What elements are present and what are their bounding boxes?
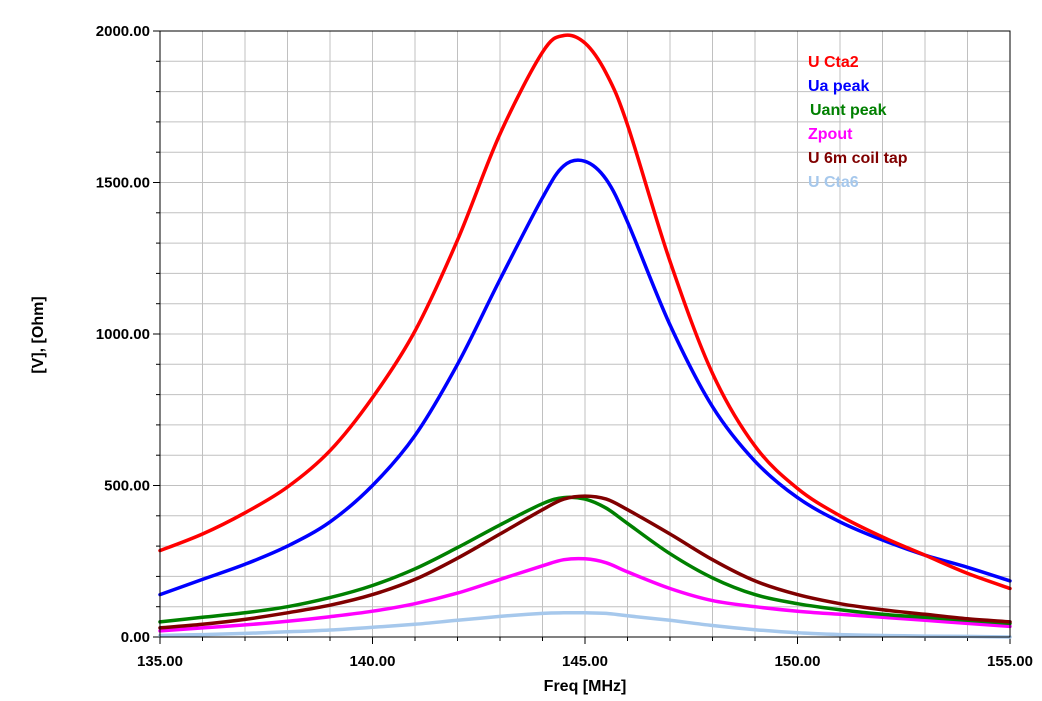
x-tick-labels: 135.00 140.00 145.00 150.00 155.00: [137, 653, 1033, 670]
series-layer: [158, 33, 1012, 639]
series-line-u-cta6: [158, 610, 1012, 639]
y-tick-label: 1500.00: [96, 175, 150, 192]
y-tick-label: 0.00: [121, 629, 150, 646]
legend-entry-u-cta6: U Cta6: [808, 174, 859, 191]
y-tick-label: 1000.00: [96, 326, 150, 343]
legend-entry-zpout: Zpout: [808, 126, 853, 143]
series-line-zpout: [158, 556, 1012, 633]
x-tick-label: 150.00: [775, 653, 821, 670]
y-tick-label: 500.00: [104, 478, 150, 495]
y-tick-label: 2000.00: [96, 23, 150, 40]
x-axis-label: Freq [MHz]: [544, 678, 627, 695]
series-line-u-6m-coil-tap: [158, 494, 1012, 630]
y-axis-label: [V], [Ohm]: [30, 296, 47, 373]
legend-entry-u-cta2: U Cta2: [808, 54, 859, 71]
x-tick-label: 135.00: [137, 653, 183, 670]
legend: U Cta2 Ua peak Uant peak Zpout U 6m coil tap…: [808, 54, 908, 191]
series-line-u-cta2: [158, 33, 1012, 591]
legend-entry-ua-peak: Ua peak: [808, 78, 869, 95]
series-line-uant-peak: [158, 495, 1012, 626]
plot-frame: [159, 30, 1011, 638]
series-line-ua-peak: [158, 158, 1012, 597]
y-tick-labels: 0.00 500.00 1000.00 1500.00 2000.00: [96, 23, 150, 646]
x-tick-label: 145.00: [562, 653, 608, 670]
legend-entry-uant-peak: Uant peak: [810, 102, 887, 119]
x-tick-label: 140.00: [350, 653, 396, 670]
grid-lines: [160, 31, 1010, 637]
x-tick-label: 155.00: [987, 653, 1033, 670]
legend-entry-u-6m-coil-tap: U 6m coil tap: [808, 150, 908, 167]
tick-marks: [153, 30, 1011, 644]
